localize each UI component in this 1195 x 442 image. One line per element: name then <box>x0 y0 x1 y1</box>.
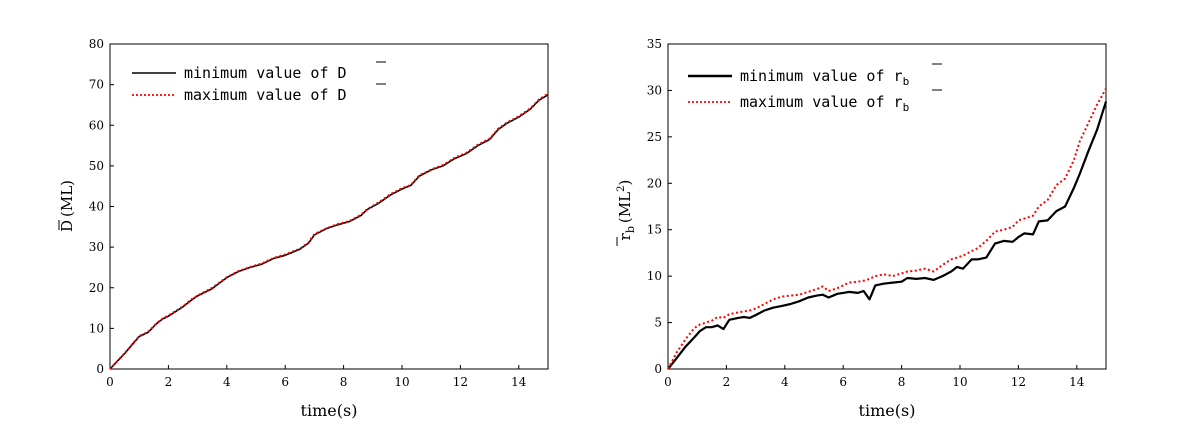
legend-label-max-right: maximum value of rb <box>740 93 909 114</box>
y-axis-label-left: D(ML) <box>58 180 76 232</box>
series-max-line-left <box>109 92 549 370</box>
svg-text:rb(ML2): rb(ML2) <box>616 180 637 241</box>
x-tick-label: 2 <box>165 375 173 389</box>
x-tick-label: 0 <box>106 375 114 389</box>
y-tick-label: 70 <box>89 78 104 92</box>
y-tick-label: 50 <box>89 159 104 173</box>
x-axis-label-left: time(s) <box>301 401 358 420</box>
y-ticks-right: 0 5 10 15 20 25 30 35 <box>647 37 672 376</box>
x-tick-label: 4 <box>781 375 789 389</box>
y-tick-label: 60 <box>89 118 104 132</box>
series-min-line-left <box>109 94 549 370</box>
series-right <box>667 88 1108 370</box>
series-min-line-right <box>667 101 1108 370</box>
y-tick-label: 25 <box>647 130 662 144</box>
x-tick-label: 6 <box>839 375 847 389</box>
plot-frame-right <box>667 43 1107 370</box>
y-ticks-left: 0 10 20 30 40 50 60 70 80 <box>89 37 114 376</box>
y-axis-label-right: rb(ML2) <box>616 180 637 246</box>
series-max-line-right <box>667 88 1107 370</box>
y-tick-label: 10 <box>89 321 104 335</box>
legend-label-max-left: maximum value of D <box>184 86 347 104</box>
y-tick-label: 30 <box>647 83 662 97</box>
y-tick-label: 30 <box>89 240 104 254</box>
y-tick-label: 20 <box>647 176 662 190</box>
x-tick-label: 12 <box>1011 375 1026 389</box>
y-tick-label: 5 <box>654 316 662 330</box>
x-tick-label: 2 <box>723 375 731 389</box>
x-tick-label: 14 <box>511 375 527 389</box>
y-tick-label: 0 <box>96 362 104 376</box>
x-tick-label: 8 <box>340 375 348 389</box>
y-tick-label: 10 <box>647 269 662 283</box>
y-tick-label: 15 <box>647 223 662 237</box>
x-tick-label: 4 <box>223 375 231 389</box>
legend-label-min-right: minimum value of rb <box>740 67 909 88</box>
chart-left: 0 10 20 30 40 50 60 70 80 0 2 4 6 8 10 12 14 minimum va… <box>58 37 549 420</box>
y-tick-label: 20 <box>89 281 104 295</box>
x-tick-label: 10 <box>952 375 967 389</box>
y-tick-label: 0 <box>654 362 662 376</box>
x-ticks-right: 0 2 4 6 8 10 12 14 <box>664 365 1085 389</box>
chart-right: 0 5 10 15 20 25 30 35 0 2 4 6 8 10 12 14 minimum value… <box>616 37 1108 420</box>
x-tick-label: 0 <box>664 375 672 389</box>
x-tick-label: 12 <box>453 375 468 389</box>
x-tick-label: 10 <box>394 375 409 389</box>
x-axis-label-right: time(s) <box>859 401 916 420</box>
legend-right: minimum value of rb maximum value of rb <box>688 63 942 114</box>
legend-left: minimum value of D maximum value of D <box>132 61 386 104</box>
x-tick-label: 14 <box>1069 375 1085 389</box>
x-tick-label: 6 <box>281 375 289 389</box>
legend-label-min-left: minimum value of D <box>184 64 347 82</box>
y-tick-label: 35 <box>647 37 662 51</box>
x-tick-label: 8 <box>898 375 906 389</box>
svg-text:D(ML): D(ML) <box>58 180 76 232</box>
y-tick-label: 40 <box>89 200 104 214</box>
y-tick-label: 80 <box>89 37 104 51</box>
x-ticks-left: 0 2 4 6 8 10 12 14 <box>106 365 527 389</box>
series-left <box>109 92 549 370</box>
